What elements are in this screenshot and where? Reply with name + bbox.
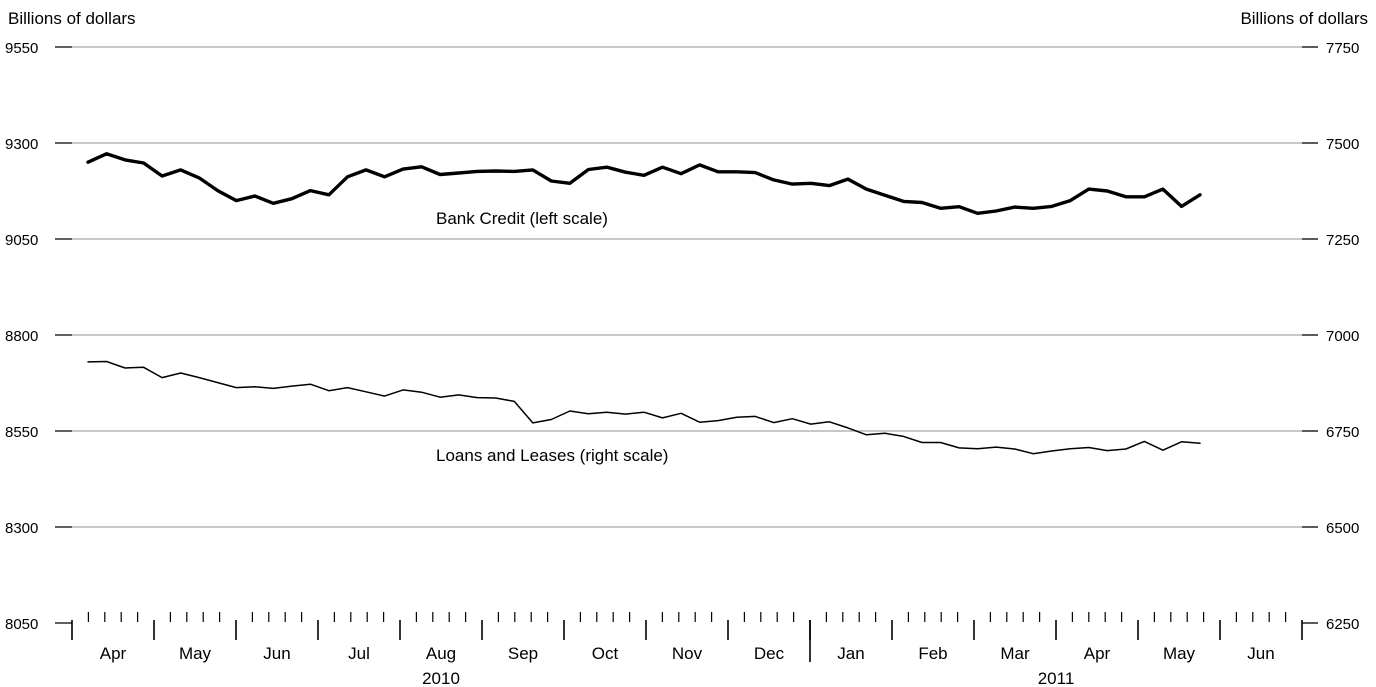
left-tick-label: 9550 bbox=[5, 40, 38, 57]
right-tick-label: 6250 bbox=[1326, 616, 1359, 633]
left-tick-label: 8550 bbox=[5, 424, 38, 441]
left-axis-label: Billions of dollars bbox=[8, 9, 136, 28]
month-label: Oct bbox=[592, 644, 619, 663]
month-label: May bbox=[1163, 644, 1196, 663]
right-tick-label: 6750 bbox=[1326, 424, 1359, 441]
month-label: Apr bbox=[1084, 644, 1111, 663]
right-axis-ticks: 7750 7500 7250 7000 6750 6500 6250 bbox=[1302, 40, 1359, 633]
series-label-loans-leases: Loans and Leases (right scale) bbox=[436, 446, 668, 465]
right-tick-label: 7500 bbox=[1326, 136, 1359, 153]
left-tick-label: 8050 bbox=[5, 616, 38, 633]
series-line-bank-credit bbox=[86, 152, 1202, 216]
right-tick-label: 7250 bbox=[1326, 232, 1359, 249]
series-lines bbox=[86, 152, 1202, 455]
left-axis-ticks: 9550 9300 9050 8800 8550 8300 8050 bbox=[5, 40, 72, 633]
left-tick-label: 8300 bbox=[5, 520, 38, 537]
month-label: Aug bbox=[426, 644, 456, 663]
month-label: May bbox=[179, 644, 212, 663]
right-tick-label: 7750 bbox=[1326, 40, 1359, 57]
left-tick-label: 8800 bbox=[5, 328, 38, 345]
month-label: Sep bbox=[508, 644, 538, 663]
left-tick-label: 9050 bbox=[5, 232, 38, 249]
right-tick-label: 7000 bbox=[1326, 328, 1359, 345]
month-label: Mar bbox=[1000, 644, 1030, 663]
month-label: Apr bbox=[100, 644, 127, 663]
right-axis-label: Billions of dollars bbox=[1240, 9, 1368, 28]
month-label: Feb bbox=[918, 644, 947, 663]
year-label: 2011 bbox=[1038, 669, 1075, 687]
gridlines bbox=[72, 46, 1302, 528]
month-label: Dec bbox=[754, 644, 785, 663]
series-label-bank-credit: Bank Credit (left scale) bbox=[436, 209, 608, 228]
series-line-loans-leases bbox=[87, 360, 1201, 455]
right-tick-label: 6500 bbox=[1326, 520, 1359, 537]
left-tick-label: 9300 bbox=[5, 136, 38, 153]
year-label: 2010 bbox=[422, 669, 460, 687]
x-axis: Apr May Jun Jul Aug Sep Oct Nov Dec Jan Feb Mar Apr M… bbox=[71, 612, 1303, 687]
month-label: Nov bbox=[672, 644, 703, 663]
month-label: Jun bbox=[1247, 644, 1274, 663]
month-label: Jun bbox=[263, 644, 290, 663]
month-label: Jul bbox=[348, 644, 370, 663]
month-label: Jan bbox=[837, 644, 864, 663]
